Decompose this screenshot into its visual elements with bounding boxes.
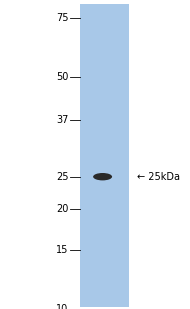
Text: 15: 15 xyxy=(56,245,68,256)
Text: 37: 37 xyxy=(56,115,68,125)
FancyBboxPatch shape xyxy=(80,4,129,307)
Text: 20: 20 xyxy=(56,204,68,214)
Ellipse shape xyxy=(93,173,112,180)
Text: 50: 50 xyxy=(56,72,68,82)
Text: 75: 75 xyxy=(56,13,68,23)
Text: ← 25kDa: ← 25kDa xyxy=(137,172,180,182)
Text: 10: 10 xyxy=(56,304,68,309)
Text: 25: 25 xyxy=(56,172,68,182)
